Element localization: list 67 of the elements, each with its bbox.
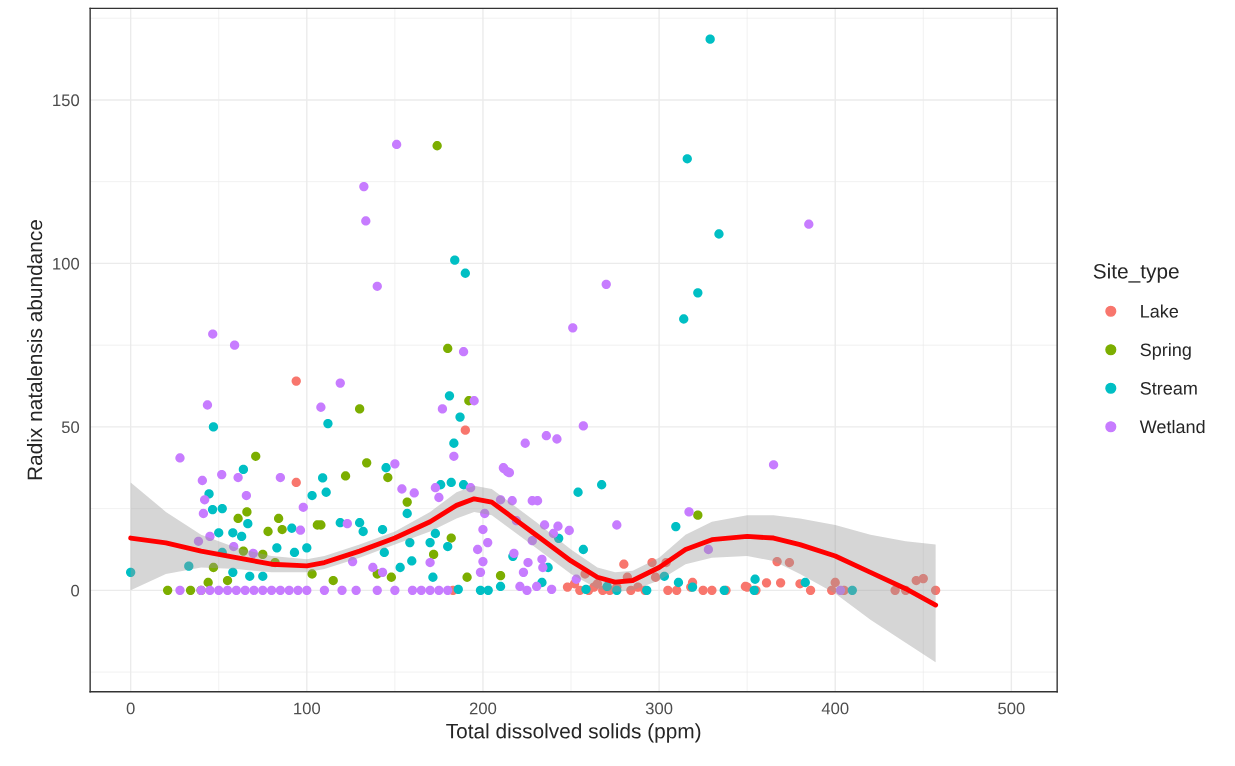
- y-tick-label: 0: [71, 584, 80, 597]
- point: [460, 425, 470, 435]
- point: [432, 141, 442, 151]
- point: [238, 546, 249, 556]
- legend-title: Site_type: [1093, 263, 1179, 283]
- point: [203, 577, 213, 588]
- legend-label: Lake: [1141, 304, 1179, 318]
- y-tick-label: 150: [53, 94, 80, 107]
- x-tick-label: 500: [998, 702, 1025, 715]
- point: [693, 510, 703, 520]
- point: [340, 471, 351, 481]
- point: [233, 513, 243, 524]
- point: [698, 585, 708, 596]
- point: [307, 569, 317, 579]
- point: [761, 578, 772, 588]
- point: [619, 559, 629, 569]
- point: [386, 572, 397, 582]
- point: [650, 572, 661, 582]
- point: [258, 549, 268, 560]
- point: [222, 575, 233, 586]
- y-axis-title: Radix natalensis abundance: [26, 220, 43, 480]
- point: [242, 507, 252, 517]
- point: [354, 404, 365, 414]
- point: [462, 572, 472, 582]
- point: [775, 578, 786, 588]
- point: [251, 451, 261, 461]
- point: [443, 343, 453, 354]
- x-tick-label: 200: [469, 702, 497, 715]
- point: [672, 585, 682, 596]
- point: [328, 575, 338, 586]
- point: [185, 585, 196, 596]
- point: [291, 477, 301, 488]
- legend-label: Wetland: [1139, 419, 1205, 434]
- y-tick-label: 50: [61, 421, 80, 434]
- point: [277, 524, 287, 535]
- point: [562, 582, 573, 592]
- point: [707, 585, 717, 596]
- x-tick-label: 0: [126, 702, 135, 715]
- point: [784, 557, 795, 568]
- point: [930, 585, 941, 596]
- x-tick-label: 300: [645, 702, 673, 715]
- x-axis-title: Total dissolved solids (ppm): [446, 723, 701, 743]
- point: [402, 497, 412, 507]
- y-tick-label: 100: [53, 257, 80, 270]
- point: [163, 585, 173, 596]
- point: [273, 513, 284, 524]
- point: [383, 472, 393, 483]
- legend-label: Spring: [1140, 342, 1191, 360]
- point: [805, 585, 816, 596]
- point: [830, 577, 840, 588]
- point: [495, 570, 506, 581]
- point: [428, 549, 439, 560]
- point: [827, 585, 837, 596]
- point: [890, 585, 900, 596]
- point: [263, 526, 273, 537]
- point: [772, 556, 782, 567]
- point: [446, 533, 456, 543]
- point: [208, 562, 219, 573]
- line-series: [128, 496, 939, 608]
- point: [362, 458, 372, 468]
- point: [291, 376, 301, 386]
- point: [663, 585, 673, 596]
- legend-label: Stream: [1140, 381, 1197, 395]
- x-tick-label: 400: [821, 702, 849, 715]
- point: [918, 573, 928, 584]
- x-tick-label: 100: [294, 702, 321, 715]
- point: [647, 557, 657, 568]
